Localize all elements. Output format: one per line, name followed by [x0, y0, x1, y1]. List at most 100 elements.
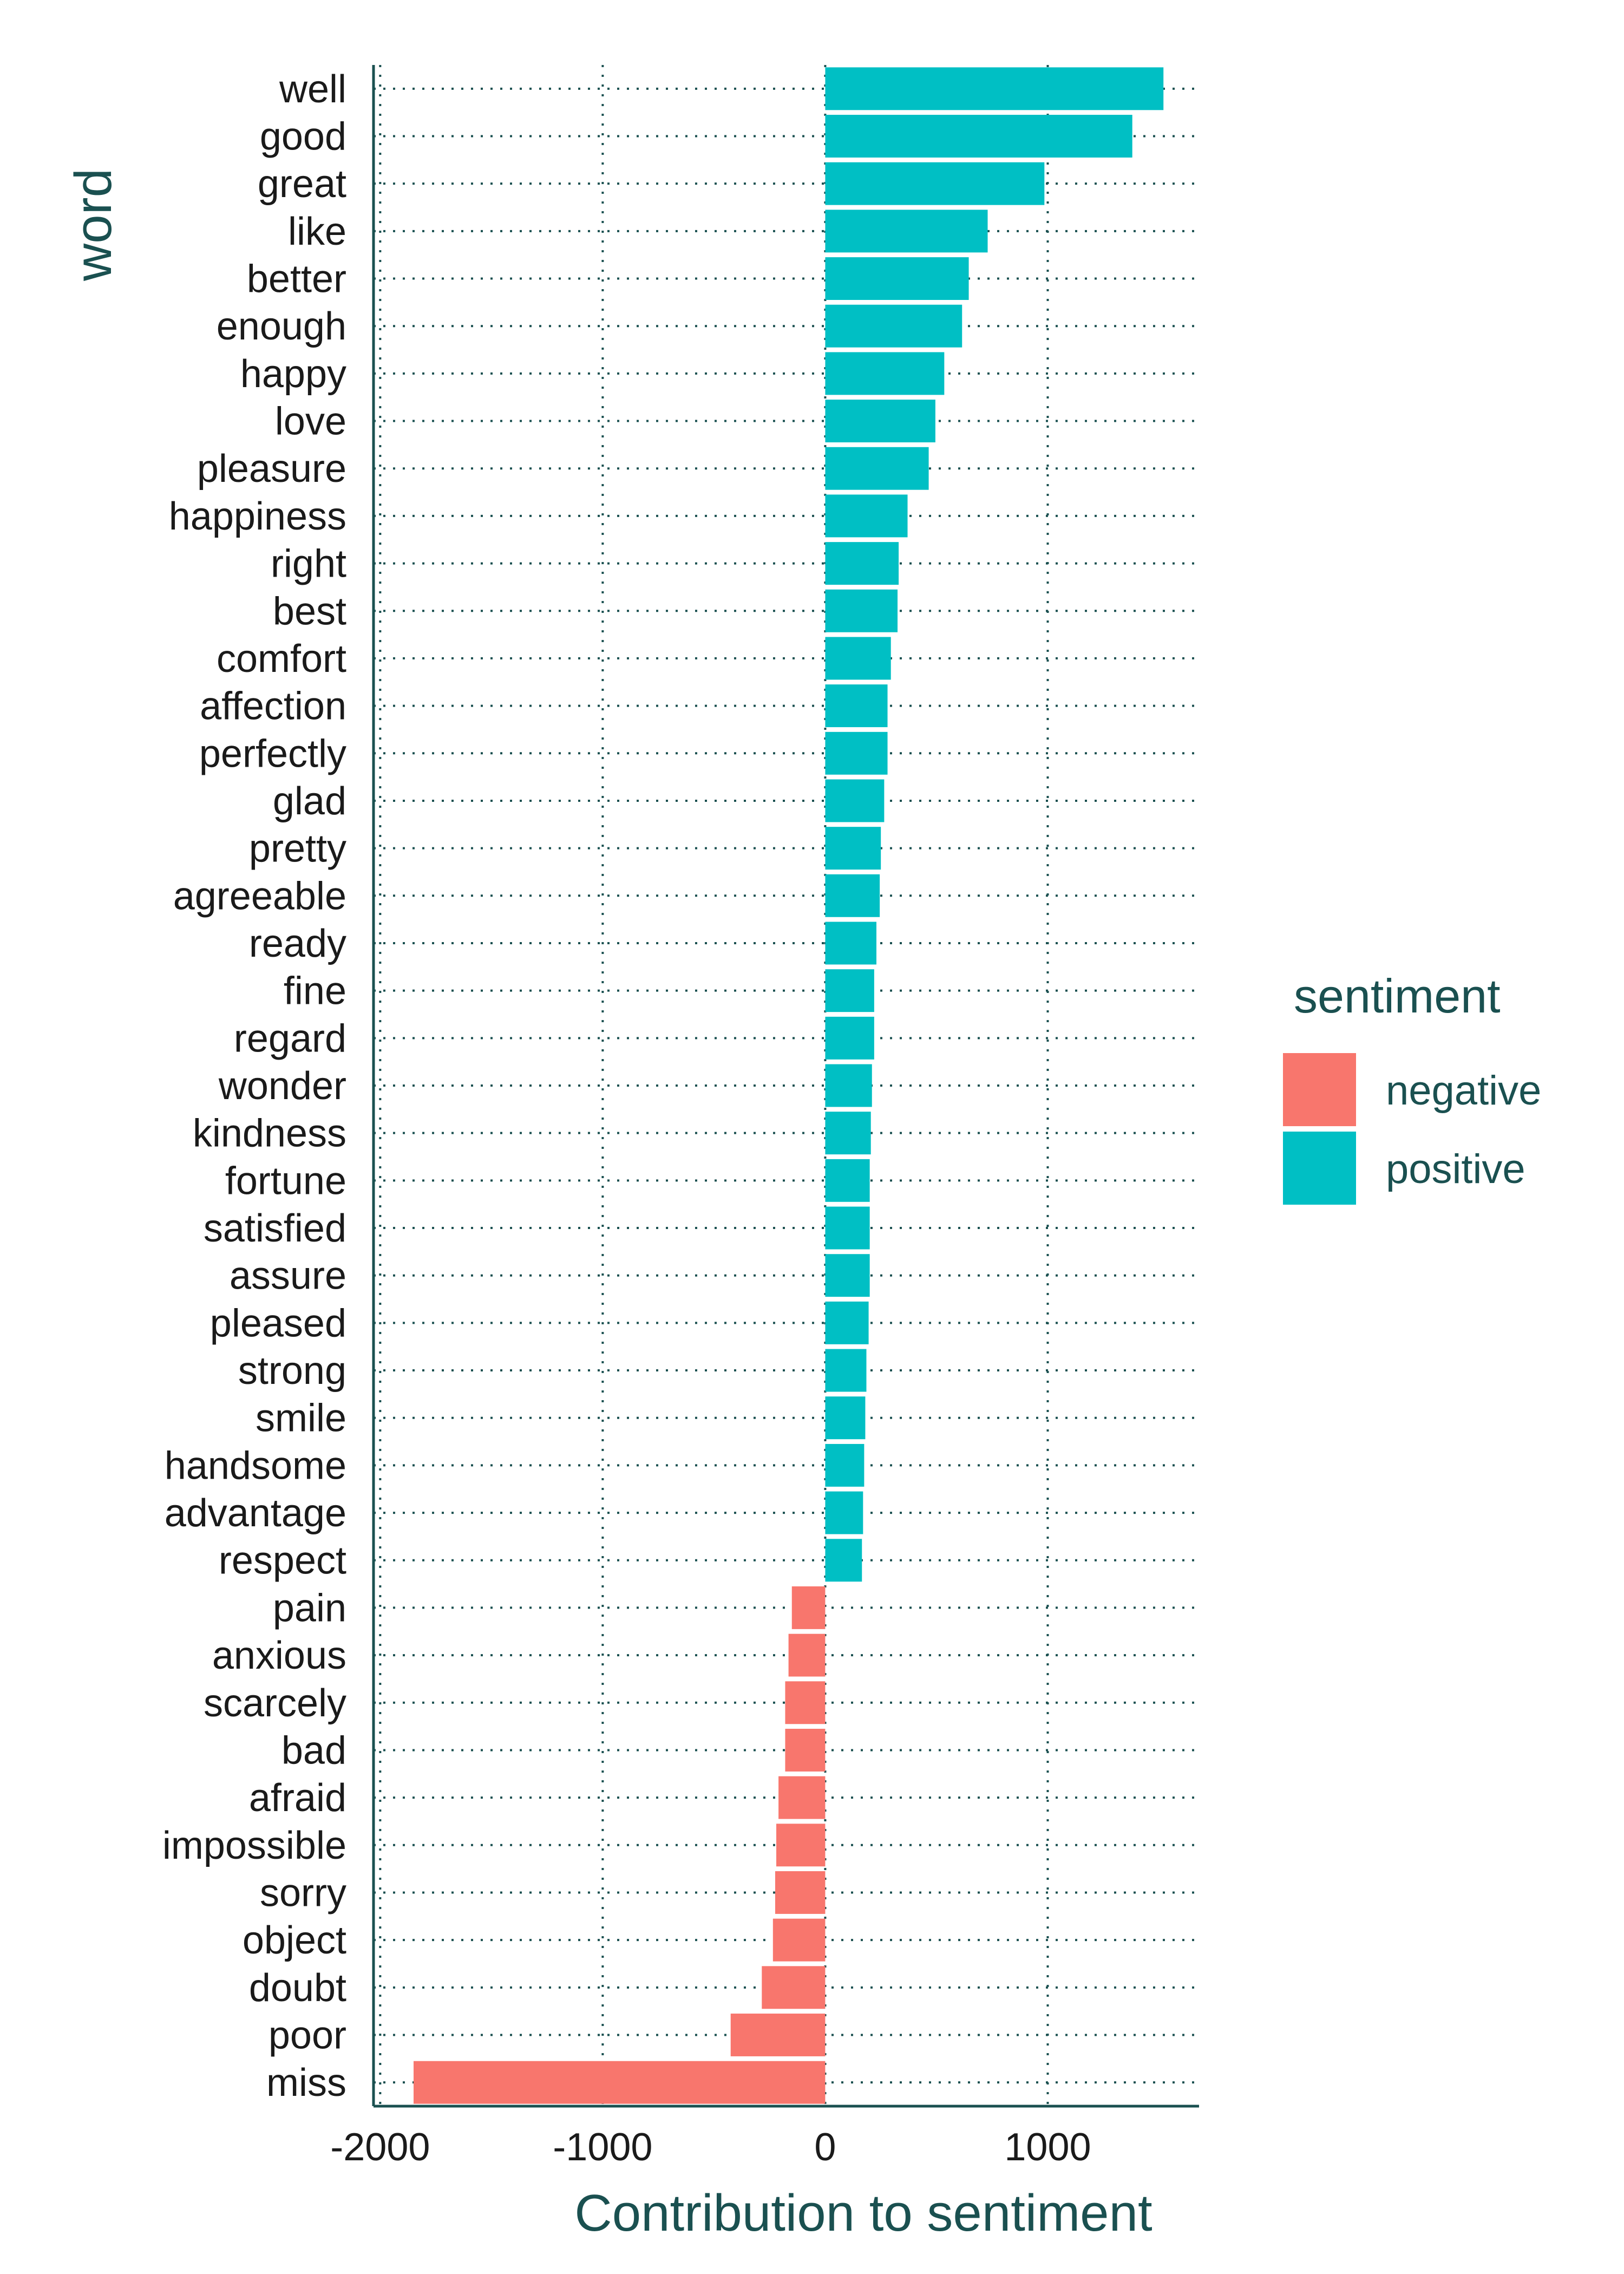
y-tick-label: afraid [249, 1776, 346, 1820]
y-tick-label: comfort [217, 637, 346, 681]
gridlines [374, 65, 1199, 2106]
y-tick-label: agreeable [173, 874, 346, 918]
bar-agreeable [825, 874, 880, 917]
y-tick-label: poor [269, 2014, 346, 2057]
y-tick-label: handsome [165, 1444, 346, 1487]
bar-happiness [825, 494, 908, 538]
y-tick-label: happy [240, 352, 346, 396]
bar-kindness [825, 1112, 871, 1155]
y-tick-label: pretty [249, 827, 346, 871]
y-tick-label: sorry [260, 1871, 346, 1914]
bar-handsome [825, 1443, 865, 1487]
y-tick-label: impossible [162, 1824, 346, 1867]
bar-afraid [778, 1776, 826, 1819]
bar-smile [825, 1396, 866, 1440]
y-tick-label: miss [266, 2061, 346, 2105]
bar-strong [825, 1349, 867, 1392]
y-tick-label: right [271, 543, 346, 586]
bar-satisfied [825, 1206, 870, 1250]
bar-bad [785, 1728, 826, 1772]
y-tick-label: doubt [249, 1966, 346, 2010]
y-tick-label: well [279, 68, 346, 111]
bar-fine [825, 969, 874, 1012]
bar-miss [413, 2061, 826, 2104]
bar-object [772, 1918, 826, 1962]
bar-scarcely [785, 1681, 826, 1724]
legend-label-positive: positive [1386, 1146, 1525, 1192]
y-axis-title: word [64, 168, 122, 282]
bar-glad [825, 779, 885, 822]
y-tick-label: regard [234, 1017, 346, 1060]
y-tick-label: respect [219, 1539, 346, 1583]
axes [372, 65, 1199, 2108]
y-tick-label: pleasure [197, 447, 346, 491]
y-tick-label: like [288, 210, 346, 253]
y-tick-label: fine [284, 970, 346, 1013]
y-tick-label: kindness [193, 1112, 346, 1155]
bar-pleasure [825, 447, 929, 490]
y-tick-label: great [258, 162, 346, 206]
y-tick-label: better [247, 258, 346, 301]
y-tick-label: good [260, 115, 346, 159]
bar-doubt [762, 1966, 826, 2009]
bar-right [825, 542, 899, 585]
bar-pain [791, 1586, 826, 1629]
y-tick-label: perfectly [199, 732, 346, 775]
y-tick-label: scarcely [204, 1682, 346, 1725]
bar-enough [825, 304, 962, 348]
bar-respect [825, 1539, 862, 1582]
y-tick-label: glad [273, 780, 346, 823]
y-tick-label: satisfied [204, 1207, 346, 1250]
x-tick-label: 1000 [1004, 2126, 1091, 2169]
bar-well [825, 67, 1164, 110]
bar-happy [825, 352, 945, 395]
legend-key-negative [1283, 1053, 1356, 1126]
bar-love [825, 400, 935, 443]
bar-pretty [825, 827, 881, 870]
y-tick-label: anxious [212, 1634, 346, 1677]
legend-key-positive [1283, 1132, 1356, 1205]
x-axis-title: Contribution to sentiment [574, 2184, 1152, 2242]
y-tick-label: smile [256, 1397, 346, 1440]
y-tick-label: advantage [165, 1492, 346, 1535]
y-tick-label: enough [217, 305, 346, 348]
bar-anxious [788, 1633, 826, 1677]
y-tick-label: pleased [210, 1302, 346, 1345]
bar-great [825, 162, 1045, 205]
y-tick-label: wonder [218, 1064, 346, 1108]
bar-sorry [775, 1871, 826, 1914]
bar-pleased [825, 1301, 869, 1344]
bar-poor [730, 2014, 826, 2056]
x-tick-label: 0 [814, 2126, 836, 2169]
bar-regard [825, 1016, 874, 1060]
y-tick-label: best [273, 590, 346, 633]
bar-like [825, 210, 988, 253]
legend: sentiment negative positive [1283, 969, 1541, 1205]
bar-best [825, 589, 898, 632]
bar-assure [825, 1254, 870, 1297]
y-tick-label: ready [249, 922, 346, 965]
bar-comfort [825, 637, 891, 680]
y-tick-label: pain [273, 1586, 346, 1630]
y-tick-label: object [243, 1919, 346, 1962]
y-tick-label: happiness [169, 495, 346, 538]
bar-fortune [825, 1159, 870, 1202]
y-tick-labels: wellgoodgreatlikebetterenoughhappylovepl… [162, 68, 346, 2105]
bar-impossible [776, 1824, 826, 1867]
x-tick-label: -1000 [553, 2126, 652, 2169]
legend-label-negative: negative [1386, 1068, 1541, 1114]
y-tick-label: affection [200, 685, 346, 728]
y-tick-label: fortune [225, 1159, 346, 1203]
x-tick-labels: -2000 -1000 0 1000 [330, 2126, 1091, 2169]
y-tick-label: bad [281, 1729, 346, 1772]
bar-advantage [825, 1491, 863, 1534]
bar-ready [825, 922, 876, 965]
y-tick-label: love [275, 400, 346, 443]
bar-affection [825, 684, 888, 728]
bar-perfectly [825, 731, 888, 775]
bar-better [825, 257, 969, 300]
bars [413, 67, 1164, 2104]
x-tick-label: -2000 [330, 2126, 430, 2169]
y-tick-label: strong [238, 1349, 346, 1393]
